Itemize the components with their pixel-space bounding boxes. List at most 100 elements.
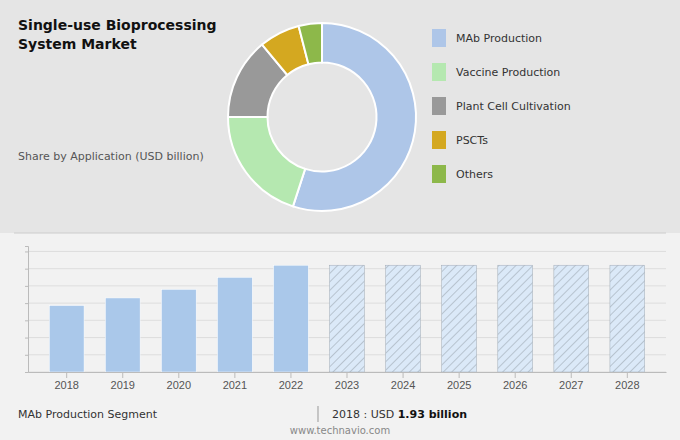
y-tick [25, 251, 28, 252]
x-tick: 2025 [447, 372, 471, 391]
y-axis [25, 247, 29, 373]
y-tick [25, 372, 28, 373]
legend-swatch [432, 97, 446, 115]
background [0, 0, 680, 440]
y-tick-mark [25, 269, 28, 270]
x-tick: 2027 [559, 372, 583, 391]
bar [49, 306, 84, 372]
title-line: System Market [18, 36, 137, 52]
footer-separator [318, 406, 319, 422]
x-tick: 2021 [223, 372, 247, 391]
x-tick-mark [347, 372, 348, 378]
x-tick-label: 2021 [223, 379, 247, 391]
legend-item: Others [432, 165, 493, 183]
bar [554, 265, 589, 372]
y-tick-mark [25, 303, 28, 304]
separator [14, 233, 666, 234]
bars [49, 265, 644, 372]
grid-line [28, 251, 666, 252]
bar [386, 265, 421, 372]
legend-swatch [432, 131, 446, 149]
x-tick-mark [122, 372, 123, 378]
chart: Single-use Bioprocessing System Market Sha… [0, 0, 680, 440]
bar [442, 265, 477, 372]
title: Single-use Bioprocessing System Market [18, 17, 217, 52]
donut [228, 23, 416, 211]
legend-item: Vaccine Production [432, 63, 560, 81]
plot-area [28, 246, 666, 372]
legend-label: Others [456, 168, 493, 181]
x-tick-label: 2019 [111, 379, 135, 391]
x-tick-label: 2027 [559, 379, 583, 391]
bar [610, 265, 645, 372]
x-tick-mark [178, 372, 179, 378]
x-tick: 2018 [54, 372, 78, 391]
x-tick-label: 2023 [335, 379, 359, 391]
x-tick-label: 2024 [391, 379, 415, 391]
donut-slice [228, 117, 305, 206]
x-tick: 2026 [503, 372, 527, 391]
x-tick-label: 2026 [503, 379, 527, 391]
y-tick-mark [25, 251, 28, 252]
x-tick-mark [627, 372, 628, 378]
legend-item: PSCTs [432, 131, 488, 149]
x-tick-mark [234, 372, 235, 378]
x-tick: 2020 [167, 372, 191, 391]
legend-swatch [432, 165, 446, 183]
bar [105, 298, 140, 372]
y-tick [25, 286, 28, 287]
bar [217, 277, 252, 372]
y-tick-mark [25, 372, 28, 373]
legend-item: Plant Cell Cultivation [432, 97, 571, 115]
donut-slice [293, 23, 416, 211]
y-tick [25, 355, 28, 356]
y-tick-mark [25, 355, 28, 356]
y-tick [25, 303, 28, 304]
x-tick-mark [66, 372, 67, 378]
bar [161, 289, 196, 372]
x-tick-mark [290, 372, 291, 378]
y-tick [25, 338, 28, 339]
x-tick: 2028 [615, 372, 639, 391]
y-tick-mark [25, 338, 28, 339]
footer-right-label: 2018 : USD [332, 408, 398, 421]
footer-url: www.technavio.com [290, 425, 390, 436]
legend-label: Plant Cell Cultivation [456, 100, 571, 113]
x-tick: 2024 [391, 372, 415, 391]
footer-left: MAb Production Segment [18, 408, 158, 421]
x-tick-label: 2028 [615, 379, 639, 391]
x-axis: 2018 2019 2020 2021 2022 2023 2024 2025 2026 2027… [29, 372, 667, 391]
y-tick [25, 269, 28, 270]
bar [274, 265, 309, 372]
footer-right-value: 1.93 billion [398, 408, 467, 421]
legend-swatch [432, 29, 446, 47]
y-axis-line [25, 247, 29, 373]
legend-swatch [432, 63, 446, 81]
legend: MAb Production Vaccine Production Plant Ce… [432, 29, 571, 183]
x-tick-mark [403, 372, 404, 378]
donut-slice [299, 23, 322, 64]
y-tick-mark [25, 320, 28, 321]
bar [330, 265, 365, 372]
x-tick: 2023 [335, 372, 359, 391]
y-tick-mark [25, 286, 28, 287]
x-tick: 2019 [111, 372, 135, 391]
x-tick-mark [459, 372, 460, 378]
title-line: Single-use Bioprocessing [18, 17, 217, 33]
x-tick-label: 2025 [447, 379, 471, 391]
x-tick-label: 2020 [167, 379, 191, 391]
legend-label: PSCTs [456, 134, 488, 147]
x-tick-label: 2018 [54, 379, 78, 391]
bar [498, 265, 533, 372]
x-tick-mark [515, 372, 516, 378]
legend-label: Vaccine Production [456, 66, 560, 79]
top-panel [0, 0, 680, 233]
x-tick-label: 2022 [279, 379, 303, 391]
grid [28, 251, 666, 372]
subtitle: Share by Application (USD billion) [18, 150, 204, 163]
y-tick [25, 320, 28, 321]
x-tick: 2022 [279, 372, 303, 391]
legend-item: MAb Production [432, 29, 542, 47]
legend-label: MAb Production [456, 32, 542, 45]
x-tick-mark [571, 372, 572, 378]
